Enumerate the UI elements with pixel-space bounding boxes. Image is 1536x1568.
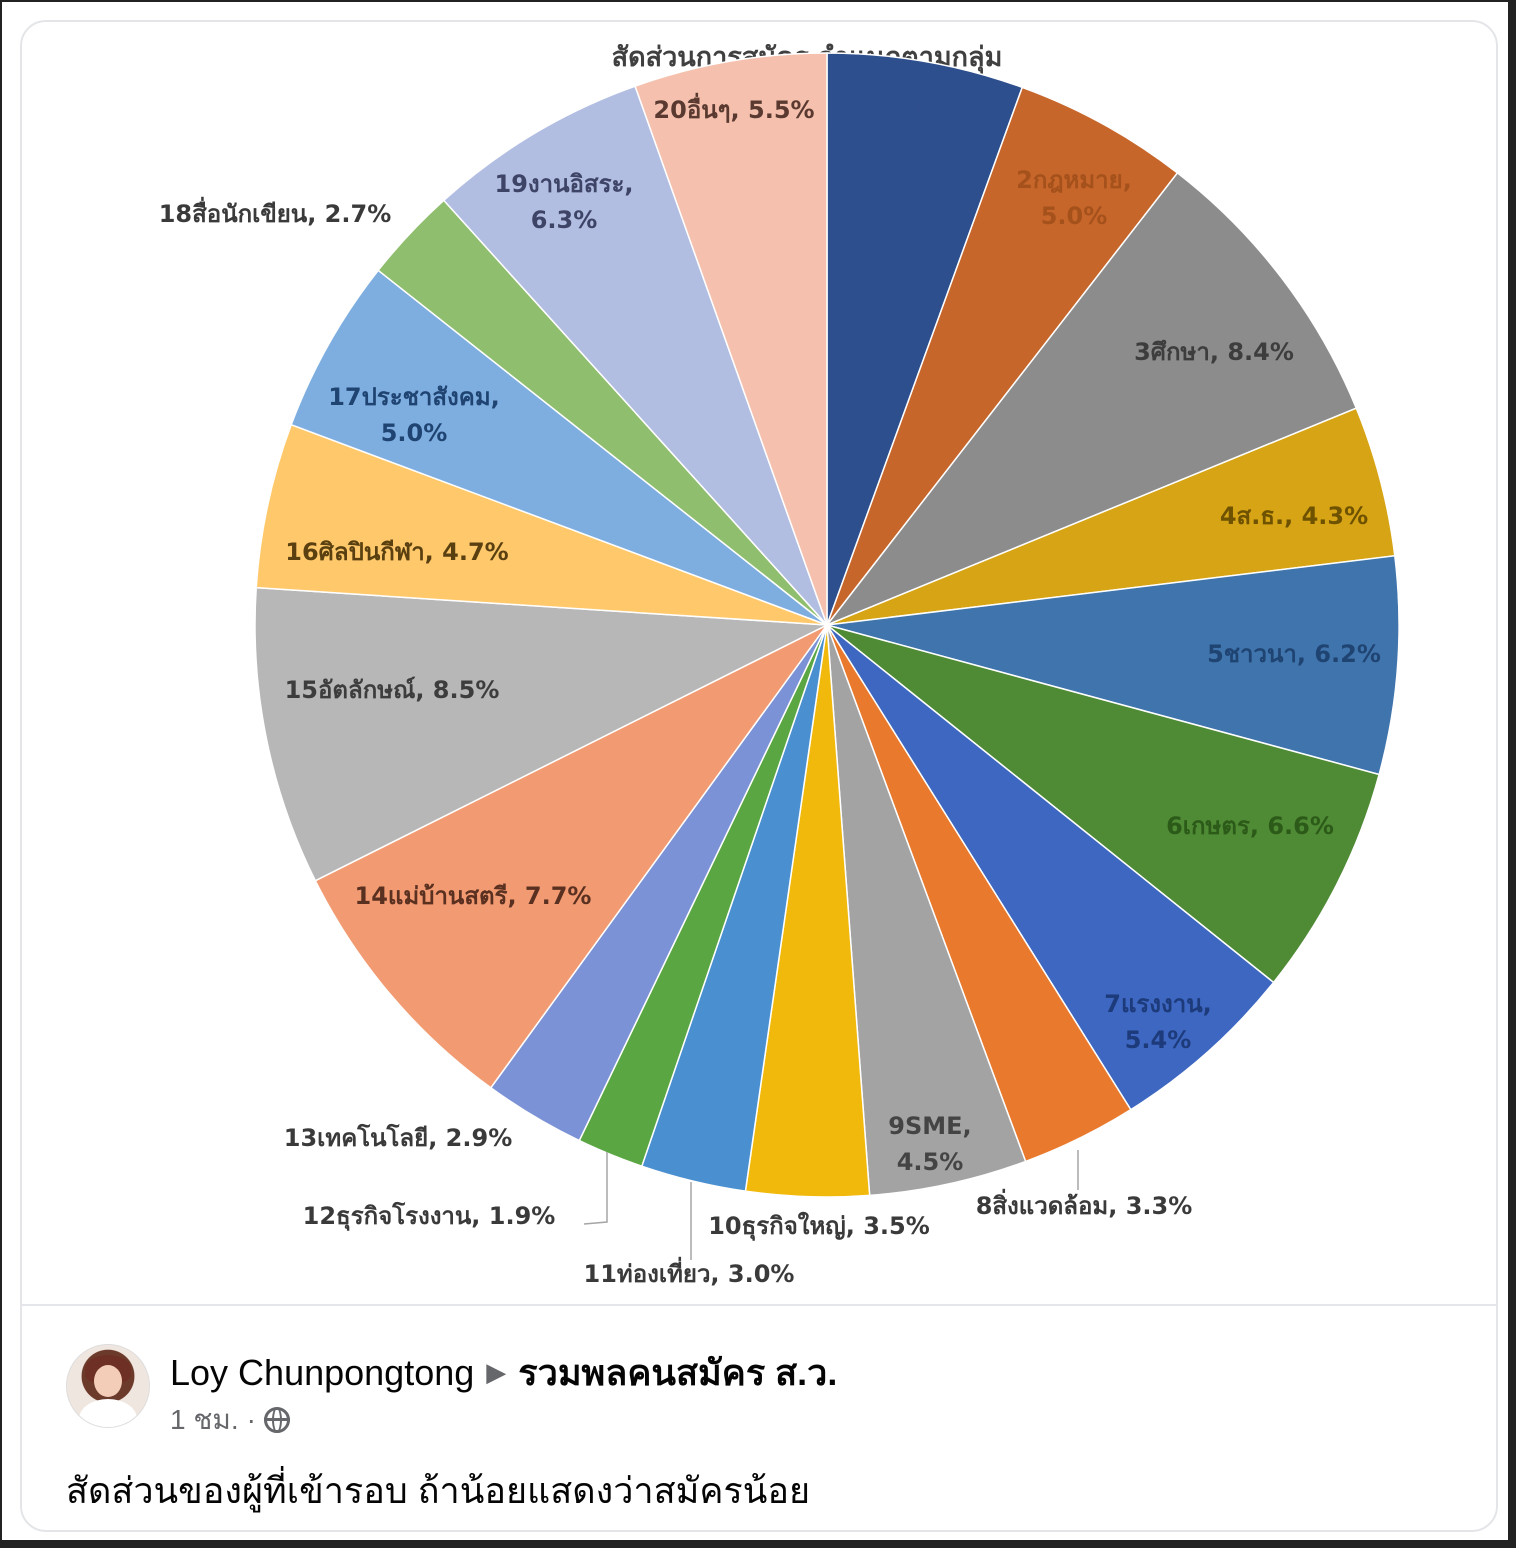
slice-label-20: 20อื่นๆ, 5.5% <box>653 92 814 124</box>
slice-label-9: 9SME, 4.5% <box>888 1112 971 1176</box>
pie-slice-3 <box>824 171 1358 627</box>
slice-label-7: 7แรงงาน, 5.4% <box>1104 990 1212 1054</box>
pie-slice-7 <box>826 624 1275 1111</box>
pie-slice-19 <box>442 85 828 626</box>
slice-label-12: 12ธุรกิจโรงงาน, 1.9% <box>303 1201 556 1232</box>
slice-label-16: 16ศิลปินกีฬา, 4.7% <box>285 538 508 566</box>
pie-slice-2 <box>826 86 1179 626</box>
slice-label-19: 19งานอิสระ, 6.3% <box>495 170 634 234</box>
pie-chart: สัดส่วนการสมัคร จำแนกตามกลุ่ม 1ราชการ, 5.… <box>159 42 1400 1288</box>
slice-label-3: 3ศึกษา, 8.4% <box>1134 338 1294 366</box>
slice-label-8: 8สิ่งแวดล้อม, 3.3% <box>976 1188 1193 1220</box>
slice-label-15: 15อัตลักษณ์, 8.5% <box>285 676 500 704</box>
slice-label-11: 11ท่องเที่ยว, 3.0% <box>584 1256 795 1288</box>
slice-label-4: 4ส.ธ., 4.3% <box>1220 502 1368 530</box>
slice-label-6: 6เกษตร, 6.6% <box>1166 812 1334 840</box>
pie-slices <box>254 52 1400 1198</box>
slice-label-10: 10ธุรกิจใหญ่, 3.5% <box>708 1211 930 1242</box>
slice-label-5: 5ชาวนา, 6.2% <box>1207 640 1381 668</box>
avatar-face <box>94 1365 122 1397</box>
facebook-post-card: สัดส่วนการสมัคร จำแนกตามกลุ่ม 1ราชการ, 5.… <box>20 20 1498 1532</box>
meta-separator: · <box>246 1404 256 1435</box>
slice-label-18: 18สื่อนักเขียน, 2.7% <box>159 196 392 228</box>
post-meta: 1 ชม. · <box>170 1398 290 1442</box>
globe-icon[interactable] <box>263 1407 290 1433</box>
author-name[interactable]: Loy Chunpongtong <box>170 1351 475 1393</box>
pie-slice-15 <box>254 586 830 882</box>
pie-chart-image[interactable]: สัดส่วนการสมัคร จำแนกตามกลุ่ม 1ราชการ, 5.… <box>22 22 1496 1304</box>
group-name[interactable]: รวมพลคนสมัคร ส.ว. <box>518 1352 838 1393</box>
pie-slice-9 <box>826 624 1027 1197</box>
slice-label-17: 17ประชาสังคม, 5.0% <box>328 383 500 447</box>
pie-slice-14 <box>314 624 828 1089</box>
avatar-shirt <box>79 1399 137 1427</box>
slice-labels: 1ราชการ, 5.6% 2กฎหมาย, 5.0% 3ศึกษา, 8.4% 4ส.ธ… <box>159 90 1381 1288</box>
screenshot-frame: สัดส่วนการสมัคร จำแนกตามกลุ่ม 1ราชการ, 5.… <box>0 0 1516 1548</box>
post-time[interactable]: 1 ชม. <box>170 1404 239 1435</box>
post-header: Loy Chunpongtong ▶ รวมพลคนสมัคร ส.ว. <box>170 1344 837 1401</box>
arrow-right-icon: ▶ <box>486 1357 507 1387</box>
post-text: สัดส่วนของผู้ที่เข้ารอบ ถ้าน้อยแสดงว่าสม… <box>66 1470 811 1511</box>
slice-label-13: 13เทคโนโลยี, 2.9% <box>284 1123 512 1152</box>
pie-slice-16 <box>255 423 828 626</box>
avatar[interactable] <box>66 1344 150 1428</box>
pie-slice-20 <box>634 52 828 626</box>
slice-label-2: 2กฎหมาย, 5.0% <box>1016 166 1132 230</box>
pie-slice-1 <box>826 52 1024 626</box>
pie-slice-6 <box>826 624 1381 984</box>
slice-label-14: 14แม่บ้านสตรี, 7.7% <box>355 882 592 910</box>
slice-label-1: 1ราชการ, 5.6% <box>862 90 971 154</box>
leader-lines <box>583 1150 1079 1260</box>
pie-slice-17 <box>290 269 828 626</box>
pie-slice-5 <box>826 554 1400 776</box>
leader-line-12 <box>583 1152 608 1225</box>
divider <box>22 1304 1496 1306</box>
